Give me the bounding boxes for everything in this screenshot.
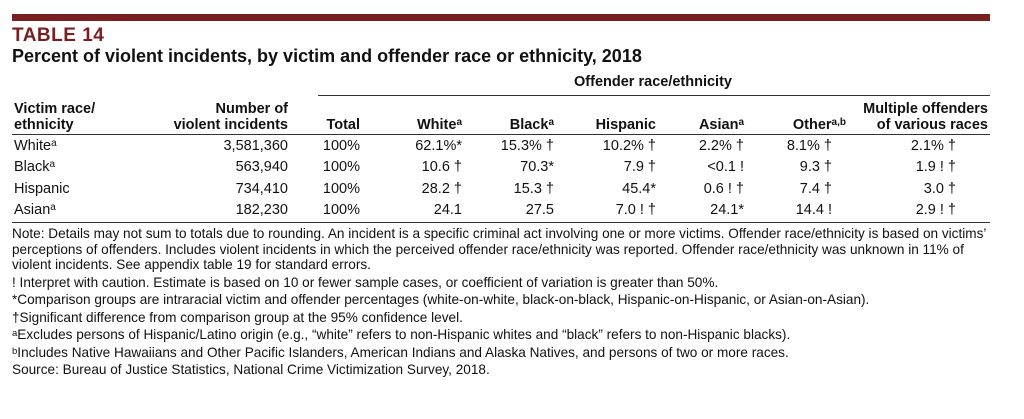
note-details: Note: Details may not sum to totals due … xyxy=(12,226,986,272)
cell-asian: 0.6 ! † xyxy=(703,181,744,197)
cell-multiple: 1.9 ! † xyxy=(915,159,956,175)
cell-multiple: 3.0 † xyxy=(923,181,956,197)
table-row: Whitea 3,581,360 100% 62.1%* 15.3% † 10.… xyxy=(0,136,1024,156)
table-row: Hispanic 734,410 100% 28.2 † 15.3 † 45.4… xyxy=(0,179,1024,199)
footnote-b: bIncludes Native Hawaiians and Other Pac… xyxy=(12,344,789,360)
header-victim-race: Victim race/ ethnicity xyxy=(14,101,96,133)
table-number-label: TABLE 14 xyxy=(12,25,105,46)
cell-asian: 2.2% † xyxy=(698,138,744,154)
cell-hispanic: 7.0 ! † xyxy=(615,202,656,218)
cell-hispanic: 10.2% † xyxy=(602,138,656,154)
table-title: Percent of violent incidents, by victim … xyxy=(12,46,642,66)
note-caution: ! Interpret with caution. Estimate is ba… xyxy=(12,274,719,290)
header-bottom-rule xyxy=(12,134,990,135)
cell-asian: 24.1* xyxy=(710,202,744,218)
header-white: Whitea xyxy=(416,117,462,133)
cell-multiple: 2.9 ! † xyxy=(915,202,956,218)
title-top-rule xyxy=(12,14,990,21)
span-header-rule xyxy=(318,95,990,96)
header-asian: Asiana xyxy=(698,117,744,133)
cell-black: 15.3 † xyxy=(513,181,554,197)
cell-black: 70.3* xyxy=(520,159,554,175)
cell-white: 24.1 xyxy=(433,202,462,218)
cell-number: 182,230 xyxy=(235,202,288,218)
footnote-a: aExcludes persons of Hispanic/Latino ori… xyxy=(12,327,791,342)
table-row: Asiana 182,230 100% 24.1 27.5 7.0 ! † 24… xyxy=(0,200,1024,220)
cell-hispanic: 7.9 † xyxy=(623,159,656,175)
cell-white: 10.6 † xyxy=(421,159,462,175)
header-black: Blacka xyxy=(509,117,554,133)
cell-number: 3,581,360 xyxy=(223,138,288,154)
cell-total: 100% xyxy=(322,202,360,218)
table-row: Blacka 563,940 100% 10.6 † 70.3* 7.9 † <… xyxy=(0,157,1024,177)
cell-other: 7.4 † xyxy=(799,181,832,197)
cell-multiple: 2.1% † xyxy=(910,138,956,154)
note-comparison: *Comparison groups are intraracial victi… xyxy=(12,292,870,307)
note-significance: †Significant difference from comparison … xyxy=(12,309,463,325)
cell-asian: <0.1 ! xyxy=(707,159,744,175)
cell-black: 27.5 xyxy=(525,202,554,218)
table-notes: Note: Details may not sum to totals due … xyxy=(12,226,997,380)
header-multiple-offenders: Multiple offenders of various races xyxy=(863,101,988,133)
row-label: Whitea xyxy=(14,138,57,154)
cell-other: 9.3 † xyxy=(799,159,832,175)
row-label: Hispanic xyxy=(14,181,70,197)
source-note: Source: Bureau of Justice Statistics, Na… xyxy=(12,362,490,377)
cell-number: 563,940 xyxy=(235,159,288,175)
offender-race-span-header: Offender race/ethnicity xyxy=(574,74,732,90)
cell-other: 14.4 ! xyxy=(795,202,832,218)
header-number-of-incidents: Number of violent incidents xyxy=(173,101,288,133)
header-total: Total xyxy=(326,117,360,133)
row-label: Asiana xyxy=(14,202,56,218)
cell-white: 62.1%* xyxy=(415,138,462,154)
cell-hispanic: 45.4* xyxy=(622,181,656,197)
cell-number: 734,410 xyxy=(235,181,288,197)
cell-total: 100% xyxy=(322,181,360,197)
cell-other: 8.1% † xyxy=(786,138,832,154)
header-other: Othera,b xyxy=(792,117,846,133)
cell-black: 15.3% † xyxy=(500,138,554,154)
table-bottom-rule xyxy=(12,222,990,223)
row-label: Blacka xyxy=(14,159,56,175)
cell-total: 100% xyxy=(322,138,360,154)
header-hispanic: Hispanic xyxy=(595,117,656,133)
cell-total: 100% xyxy=(322,159,360,175)
cell-white: 28.2 † xyxy=(421,181,462,197)
